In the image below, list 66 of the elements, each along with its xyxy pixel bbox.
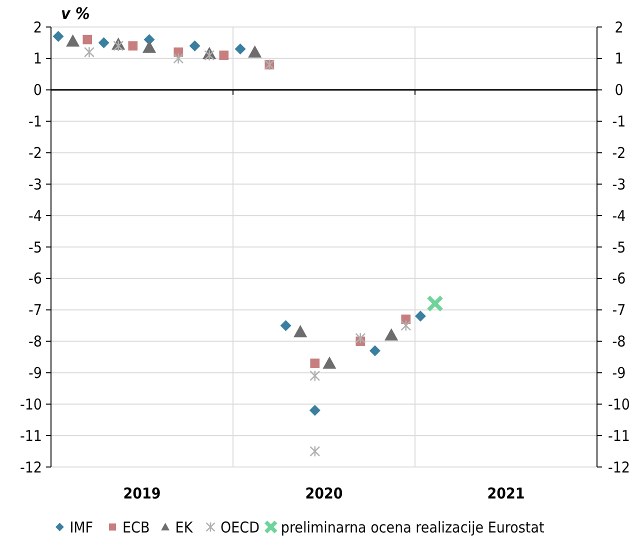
y-tick-label: 2: [33, 18, 42, 36]
legend-label: IMF: [70, 518, 94, 536]
y-tick-label: -9: [28, 364, 42, 382]
point: [248, 45, 262, 58]
y2-tick-label: -11: [608, 426, 630, 445]
point: [400, 320, 412, 332]
point: [310, 446, 320, 457]
point: [322, 356, 336, 369]
y-tick-label: 0: [33, 81, 42, 100]
y2-tick-label: -3: [612, 175, 626, 194]
y-tick-label: 1: [33, 50, 42, 68]
point: [369, 345, 380, 356]
y2-tick-label: 0: [614, 81, 624, 100]
point: [234, 44, 246, 54]
y2-tick-label: -1: [612, 112, 626, 131]
point: [204, 50, 215, 61]
y-tick-label: -2: [28, 144, 42, 162]
point: [426, 295, 444, 312]
point: [113, 40, 124, 52]
y2-tick-label: -8: [612, 332, 626, 351]
point: [219, 50, 229, 60]
y-tick-label: -11: [20, 426, 42, 445]
point: [310, 358, 320, 368]
y2-tick-label: -9: [612, 364, 626, 382]
point: [98, 37, 110, 48]
y2-tick-label: -6: [612, 270, 626, 288]
point: [414, 310, 426, 322]
point: [355, 332, 366, 344]
point: [173, 52, 184, 64]
point: [66, 34, 80, 47]
y-tick-label: -5: [28, 238, 42, 256]
legend-label: ECB: [122, 518, 150, 536]
point: [294, 325, 308, 338]
point: [84, 46, 94, 58]
y2-tick-label: -12: [608, 458, 630, 476]
y2-tick-label: -5: [612, 238, 626, 256]
x-tick-label: 2021: [487, 484, 525, 502]
legend-label: EK: [175, 518, 194, 536]
legend-label: preliminarna ocena realizacije Eurostat: [280, 518, 544, 536]
y-tick-label: -3: [28, 175, 42, 194]
y-tick-label: -1: [28, 112, 42, 131]
point: [82, 34, 92, 44]
point: [52, 30, 64, 42]
y-tick-label: -7: [28, 301, 42, 320]
y-tick-label: -12: [20, 458, 42, 476]
point: [142, 40, 156, 53]
legend-label: OECD: [220, 518, 260, 536]
y-axis-title: v %: [61, 4, 90, 23]
y2-tick-label: -2: [612, 144, 626, 162]
point: [310, 370, 320, 382]
y2-tick-label: -10: [608, 395, 630, 414]
x-tick-label: 2019: [123, 484, 161, 502]
point: [189, 40, 200, 52]
x-tick-label: 2020: [305, 484, 343, 502]
y2-tick-label: -4: [612, 206, 626, 225]
point: [309, 404, 320, 416]
point: [384, 328, 398, 340]
y-tick-label: -10: [20, 395, 42, 414]
y2-tick-label: -7: [612, 301, 626, 320]
y2-tick-label: 2: [614, 18, 624, 36]
point: [280, 320, 292, 332]
y-tick-label: -6: [28, 270, 42, 288]
y2-tick-label: 1: [614, 50, 624, 68]
y-tick-label: -8: [28, 332, 42, 351]
point: [128, 41, 138, 51]
y-tick-label: -4: [28, 206, 42, 225]
